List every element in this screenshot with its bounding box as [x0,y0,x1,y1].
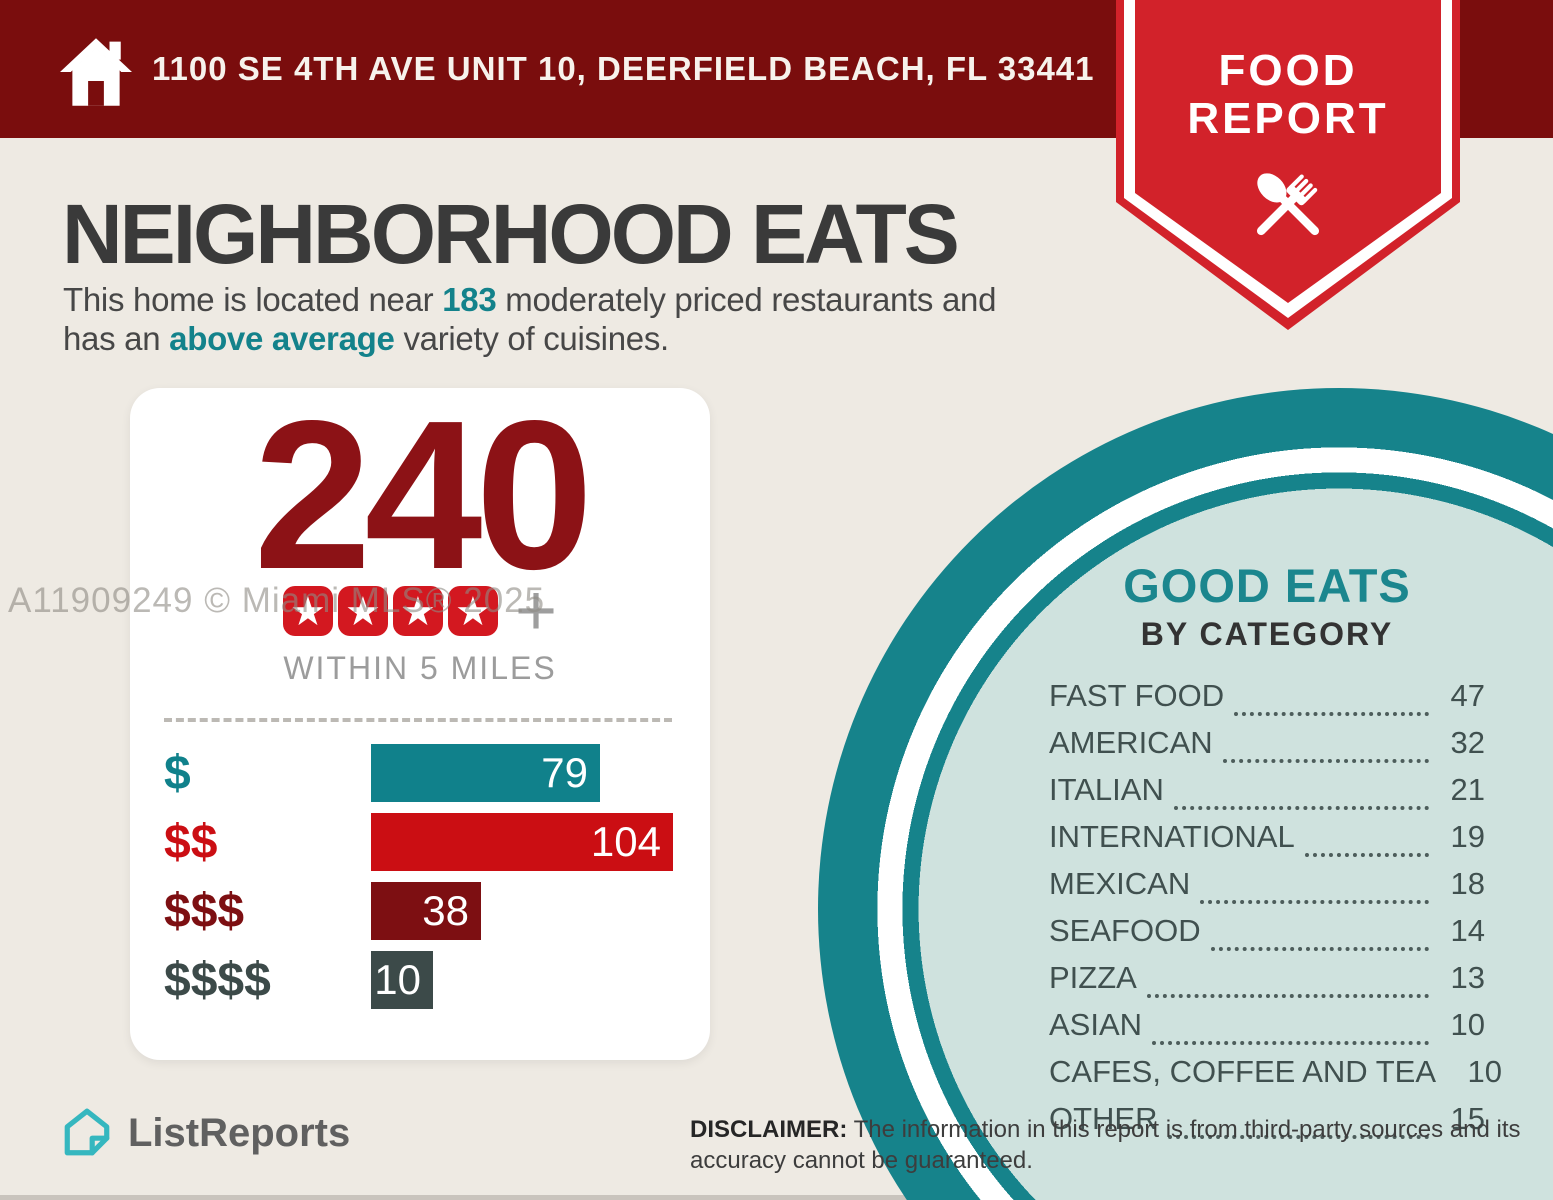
ribbon-banner-shape [1116,0,1460,330]
mls-watermark: A11909249 © Miami MLS® 2025 [8,581,546,620]
dot-leader [1167,1135,1429,1139]
dot-leader [1200,900,1429,904]
bottom-edge-strip [0,1195,1553,1200]
price-tier-value: 10 [374,956,421,1003]
category-row: CAFES, COFFEE AND TEA 10 [1049,1054,1502,1101]
category-count: 10 [1467,1054,1503,1089]
category-row: AMERICAN 32 [1049,725,1485,772]
category-row: FAST FOOD 47 [1049,678,1485,725]
price-tier-label: $ [164,746,191,800]
dot-leader [1173,806,1429,810]
star-icon: ★ [392,586,443,636]
price-tier-row: $$ 104 [164,813,710,871]
restaurant-count: 183 [442,281,497,318]
category-label: ASIAN [1049,1007,1143,1042]
subtitle-text: has an [63,320,170,357]
category-count: 14 [1450,913,1485,948]
price-tier-value: 38 [422,887,469,934]
price-tier-value: 104 [590,818,661,865]
category-count: 19 [1450,819,1485,854]
category-label: PIZZA [1049,960,1137,995]
within-miles-label: WITHIN 5 MILES [283,650,557,686]
price-tier-bar: 104 [371,813,673,871]
price-tier-row: $$$$ 10 [164,951,710,1009]
disclaimer-line1: The information in this report is from t… [847,1116,1521,1143]
category-count: 13 [1450,960,1485,995]
price-tier-row: $$$ 38 [164,882,710,940]
category-row: SEAFOOD 14 [1049,913,1485,960]
good-eats-panel: GOOD EATS BY CATEGORY FAST FOOD 47 AMERI… [1049,559,1502,1148]
star-icon: ★ [282,586,333,636]
dot-leader [1234,712,1429,716]
category-label: MEXICAN [1049,866,1191,901]
category-row: OTHER 15 [1049,1101,1485,1148]
price-tier-value: 79 [541,749,588,796]
category-row: INTERNATIONAL 19 [1049,819,1485,866]
category-label: AMERICAN [1049,725,1213,760]
price-tier-label: $$$$ [164,953,271,1007]
category-count: 47 [1450,678,1485,713]
category-label: OTHER [1049,1101,1158,1136]
dashed-divider [164,718,672,722]
star-rating: ★ ★ ★ ★ + [130,575,710,647]
dot-leader [1152,1041,1429,1045]
category-label: SEAFOOD [1049,913,1201,948]
category-label: CAFES, COFFEE AND TEA [1049,1054,1437,1089]
category-list: FAST FOOD 47 AMERICAN 32 ITALIAN 21 INTE… [1049,678,1502,1148]
category-count: 15 [1450,1101,1485,1136]
price-tier-row: $ 79 [164,744,710,802]
good-eats-subtitle: BY CATEGORY [1140,616,1394,652]
category-count: 10 [1450,1007,1485,1042]
category-label: INTERNATIONAL [1049,819,1295,854]
star-icon: ★ [337,586,388,636]
dot-leader [1210,947,1429,951]
price-tier-label: $$ [164,815,218,869]
price-tier-bar: 79 [371,744,600,802]
dot-leader [1222,759,1429,763]
star-icon: ★ [447,586,498,636]
ribbon-title-line2: REPORT [1187,94,1389,143]
page-title: NEIGHBORHOOD EATS [62,187,960,281]
price-tier-bar-chart: $ 79 $$ 104 $$$ 38 $$$$ 10 [164,744,710,1020]
food-report-ribbon: FOOD REPORT [1116,0,1460,332]
category-row: MEXICAN 18 [1049,866,1485,913]
listreports-brand-text: ListReports [128,1110,351,1155]
summary-card: 240 ★ ★ ★ ★ + WITHIN 5 MILES $ 79 $$ 104 $$$… [130,388,710,1060]
category-count: 21 [1450,772,1485,807]
listreports-house-icon [64,1108,110,1156]
disclaimer-text: DISCLAIMER: The information in this repo… [690,1114,1550,1176]
category-row: ASIAN 10 [1049,1007,1485,1054]
listreports-logo: ListReports [60,1106,350,1160]
variety-highlight: above average [169,320,395,357]
price-tier-bar: 38 [371,882,481,940]
disclaimer-label: DISCLAIMER: [690,1116,848,1143]
price-tier-bar: 10 [371,951,433,1009]
subtitle-text: moderately priced restaurants and [496,281,997,318]
category-row: ITALIAN 21 [1049,772,1485,819]
dot-leader [1304,853,1429,857]
property-address: 1100 SE 4TH AVE UNIT 10, DEERFIELD BEACH… [152,50,1095,87]
good-eats-title: GOOD EATS [1123,559,1411,612]
category-label: FAST FOOD [1049,678,1225,713]
category-label: ITALIAN [1049,772,1164,807]
total-restaurants-count: 240 [253,376,594,613]
ribbon-title-line1: FOOD [1218,46,1358,95]
price-tier-label: $$$ [164,884,245,938]
dot-leader [1146,994,1429,998]
home-icon [60,38,132,106]
spoon-fork-icon [1256,173,1320,236]
page-subtitle: This home is located near 183 moderately… [63,280,996,358]
category-count: 18 [1450,866,1485,901]
disclaimer-line2: accuracy cannot be guaranteed. [690,1147,1033,1174]
category-count: 32 [1450,725,1485,760]
category-row: PIZZA 13 [1049,960,1485,1007]
subtitle-text: variety of cuisines. [394,320,669,357]
subtitle-text: This home is located near [63,281,443,318]
